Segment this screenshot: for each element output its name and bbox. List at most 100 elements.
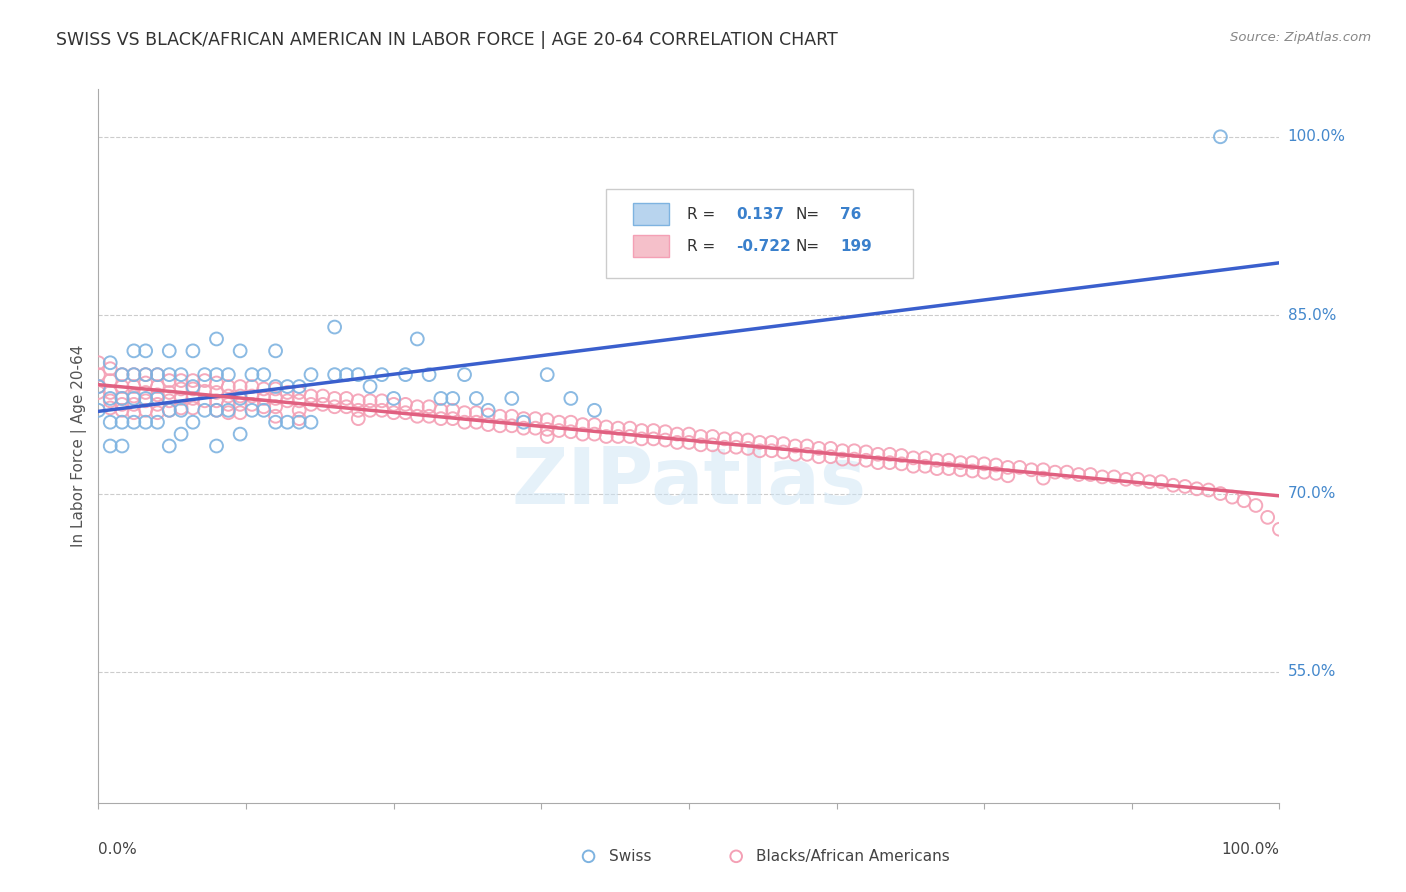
Point [890, 457, 912, 471]
Point [595, 420, 617, 434]
Point [796, 447, 818, 461]
Point [737, 433, 759, 447]
Point [276, 415, 298, 429]
Point [938, 453, 960, 467]
Point [997, 460, 1019, 475]
Point [157, 368, 180, 382]
Point [973, 465, 995, 479]
Point [382, 397, 405, 411]
Point [146, 368, 169, 382]
Point [122, 368, 145, 382]
Point [1115, 472, 1137, 486]
Point [157, 403, 180, 417]
Point [288, 411, 311, 425]
Point [217, 368, 239, 382]
Text: Blacks/African Americans: Blacks/African Americans [756, 849, 950, 863]
Point [925, 461, 948, 475]
Point [111, 415, 134, 429]
Point [725, 432, 748, 446]
Point [984, 458, 1007, 472]
Point [831, 452, 853, 467]
Point [253, 403, 276, 417]
Point [1102, 470, 1125, 484]
Point [831, 443, 853, 458]
Text: Source: ZipAtlas.com: Source: ZipAtlas.com [1230, 31, 1371, 45]
Point [807, 442, 830, 456]
Point [98, 393, 121, 408]
Point [1126, 472, 1149, 486]
Point [666, 427, 689, 442]
Text: ZIPatlas: ZIPatlas [512, 443, 866, 520]
Point [501, 418, 523, 433]
Point [181, 374, 204, 388]
Point [205, 368, 228, 382]
Point [157, 403, 180, 417]
Point [98, 401, 121, 415]
Point [595, 429, 617, 443]
Point [844, 443, 866, 458]
Point [689, 438, 711, 452]
Point [229, 406, 252, 420]
Point [453, 368, 475, 382]
Point [205, 439, 228, 453]
Point [170, 368, 193, 382]
Point [536, 422, 558, 436]
Point [866, 447, 889, 461]
Text: R =: R = [686, 207, 714, 221]
Point [299, 389, 322, 403]
Point [135, 368, 157, 382]
Point [157, 374, 180, 388]
Point [122, 343, 145, 358]
FancyBboxPatch shape [634, 203, 669, 225]
Text: 55.0%: 55.0% [1288, 665, 1336, 680]
Point [276, 385, 298, 400]
Point [630, 432, 652, 446]
Point [382, 406, 405, 420]
Point [264, 415, 287, 429]
Point [135, 376, 157, 390]
Point [181, 392, 204, 406]
Text: 100.0%: 100.0% [1288, 129, 1346, 145]
Point [702, 438, 724, 452]
Point [962, 456, 984, 470]
Point [406, 332, 429, 346]
Point [335, 392, 357, 406]
Point [748, 435, 770, 450]
Point [323, 368, 346, 382]
Point [571, 417, 593, 432]
Point [264, 343, 287, 358]
Point [111, 439, 134, 453]
Point [229, 343, 252, 358]
Point [240, 403, 263, 417]
Point [713, 440, 735, 454]
Point [418, 368, 440, 382]
Point [323, 392, 346, 406]
Point [135, 403, 157, 417]
Point [217, 379, 239, 393]
Point [217, 406, 239, 420]
Point [548, 415, 571, 429]
Point [1021, 463, 1043, 477]
Point [453, 406, 475, 420]
Text: SWISS VS BLACK/AFRICAN AMERICAN IN LABOR FORCE | AGE 20-64 CORRELATION CHART: SWISS VS BLACK/AFRICAN AMERICAN IN LABOR… [56, 31, 838, 49]
Point [418, 409, 440, 424]
Point [205, 393, 228, 408]
Point [264, 409, 287, 424]
Point [382, 392, 405, 406]
Point [299, 397, 322, 411]
Text: 76: 76 [841, 207, 862, 221]
Point [122, 415, 145, 429]
Point [725, 440, 748, 454]
Point [111, 403, 134, 417]
Point [181, 415, 204, 429]
Point [135, 415, 157, 429]
Point [1185, 482, 1208, 496]
Point [1150, 475, 1173, 489]
Point [855, 445, 877, 459]
Point [536, 413, 558, 427]
Point [299, 415, 322, 429]
Point [217, 403, 239, 417]
Point [240, 379, 263, 393]
Text: N=: N= [796, 207, 820, 221]
Point [1209, 129, 1232, 144]
